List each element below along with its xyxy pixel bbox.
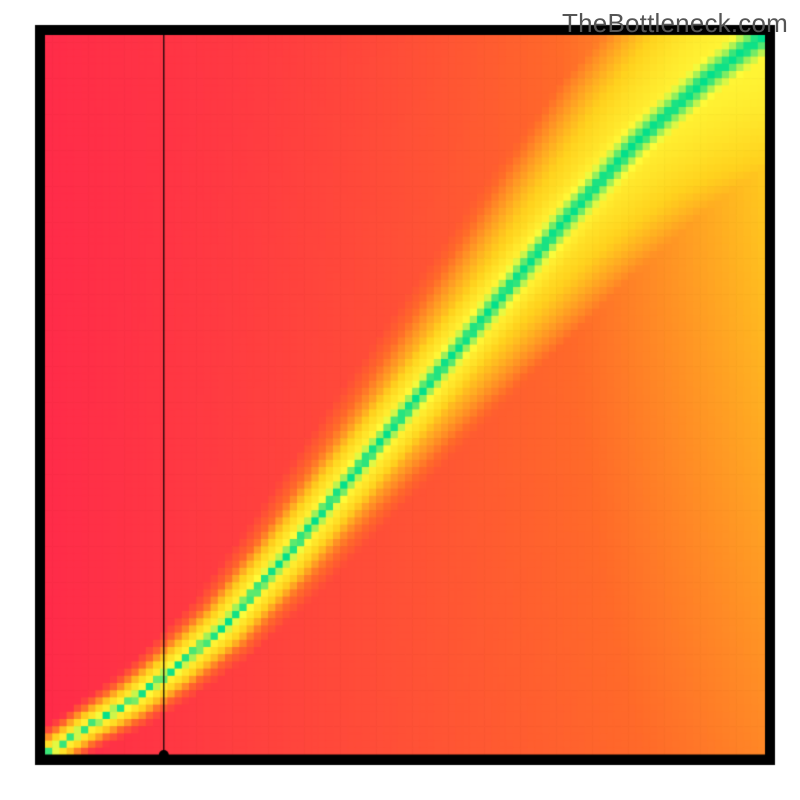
watermark-text: TheBottleneck.com [562, 8, 788, 39]
chart-container: TheBottleneck.com [0, 0, 800, 800]
bottleneck-heatmap [0, 0, 800, 800]
